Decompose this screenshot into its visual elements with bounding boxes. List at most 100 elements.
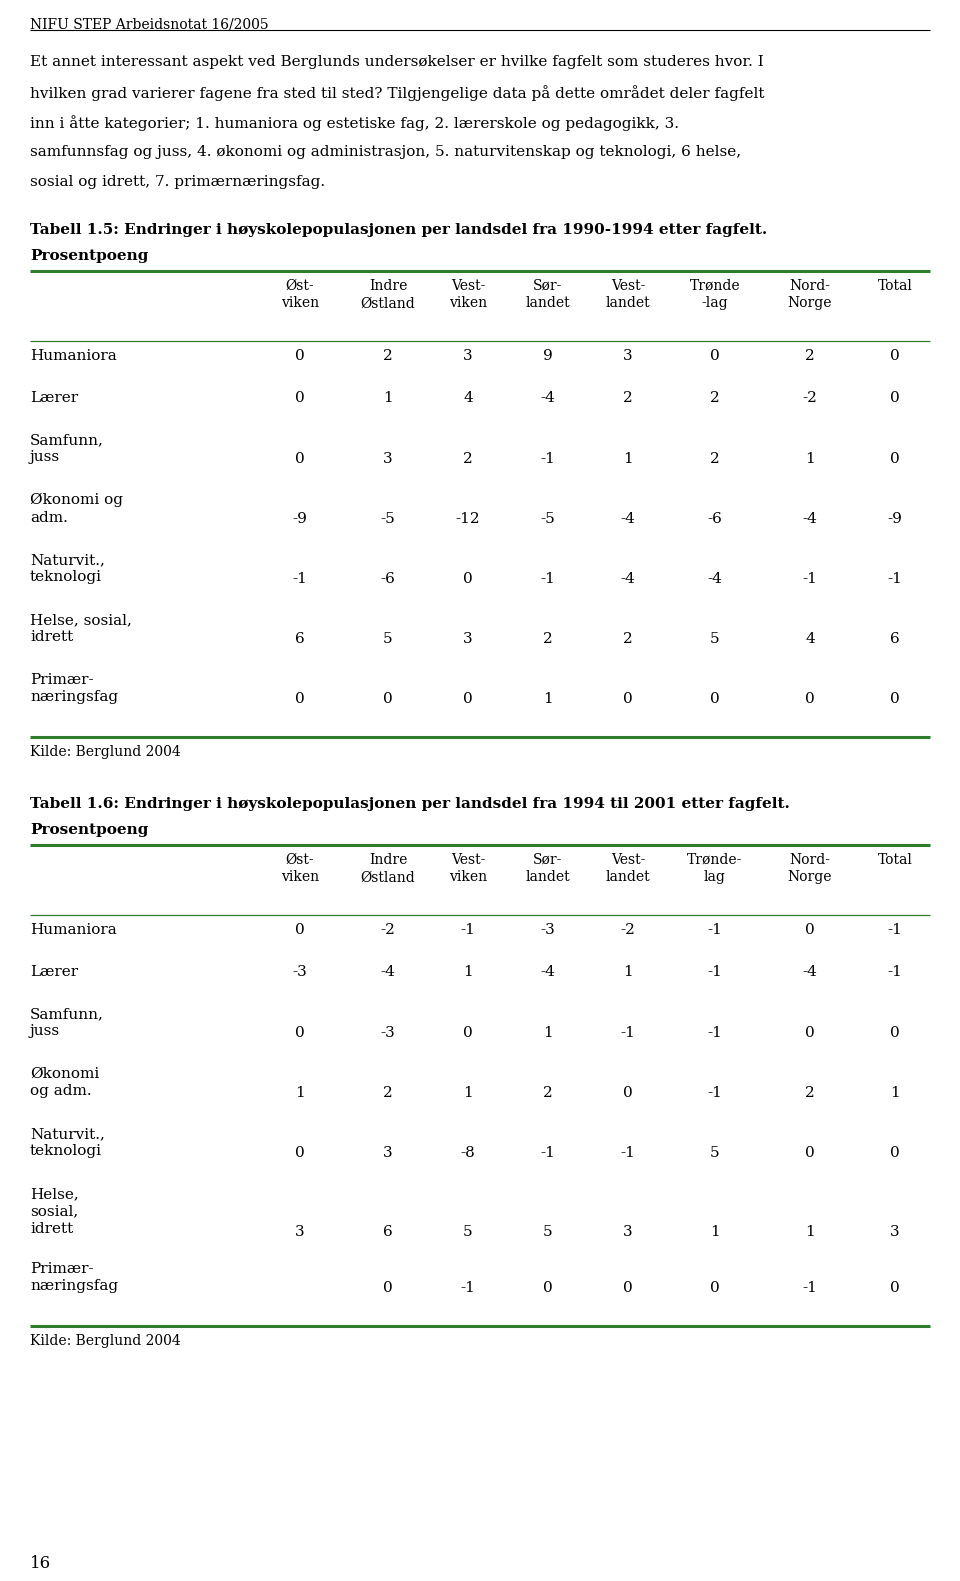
Text: 0: 0 <box>463 1026 473 1040</box>
Text: Vest-
landet: Vest- landet <box>606 854 650 884</box>
Text: Naturvit.,
teknologi: Naturvit., teknologi <box>30 553 105 585</box>
Text: 9: 9 <box>543 349 553 364</box>
Text: Primær-
næringsfag: Primær- næringsfag <box>30 1262 118 1293</box>
Text: -1: -1 <box>888 923 902 938</box>
Text: 0: 0 <box>805 923 815 938</box>
Text: 0: 0 <box>710 692 720 707</box>
Text: 1: 1 <box>623 452 633 466</box>
Text: Samfunn,
juss: Samfunn, juss <box>30 1007 104 1039</box>
Text: 2: 2 <box>383 349 393 364</box>
Text: Økonomi og
adm.: Økonomi og adm. <box>30 493 123 525</box>
Text: -5: -5 <box>380 512 396 526</box>
Text: Humaniora: Humaniora <box>30 349 117 364</box>
Text: -4: -4 <box>708 572 723 587</box>
Text: 0: 0 <box>295 1146 305 1160</box>
Text: 4: 4 <box>805 632 815 647</box>
Text: 2: 2 <box>463 452 473 466</box>
Text: 1: 1 <box>805 1225 815 1240</box>
Text: Nord-
Norge: Nord- Norge <box>788 278 832 310</box>
Text: Helse,
sosial,
idrett: Helse, sosial, idrett <box>30 1187 79 1236</box>
Text: Lærer: Lærer <box>30 964 78 979</box>
Text: -3: -3 <box>293 964 307 979</box>
Text: 6: 6 <box>295 632 305 647</box>
Text: -1: -1 <box>708 1026 723 1040</box>
Text: 0: 0 <box>710 349 720 364</box>
Text: hvilken grad varierer fagene fra sted til sted? Tilgjengelige data på dette områ: hvilken grad varierer fagene fra sted ti… <box>30 85 764 101</box>
Text: 0: 0 <box>805 692 815 707</box>
Text: Vest-
landet: Vest- landet <box>606 278 650 310</box>
Text: 0: 0 <box>890 391 900 405</box>
Text: -1: -1 <box>540 452 556 466</box>
Text: Økonomi
og adm.: Økonomi og adm. <box>30 1067 99 1099</box>
Text: Vest-
viken: Vest- viken <box>449 278 487 310</box>
Text: -1: -1 <box>540 1146 556 1160</box>
Text: -4: -4 <box>540 964 556 979</box>
Text: Trønde
-lag: Trønde -lag <box>689 278 740 310</box>
Text: -1: -1 <box>620 1026 636 1040</box>
Text: Kilde: Berglund 2004: Kilde: Berglund 2004 <box>30 745 180 759</box>
Text: 2: 2 <box>710 391 720 405</box>
Text: -2: -2 <box>380 923 396 938</box>
Text: 0: 0 <box>295 391 305 405</box>
Text: -9: -9 <box>293 512 307 526</box>
Text: 0: 0 <box>383 692 393 707</box>
Text: -4: -4 <box>620 512 636 526</box>
Text: Øst-
viken: Øst- viken <box>281 278 319 310</box>
Text: -1: -1 <box>461 1281 475 1295</box>
Text: -1: -1 <box>888 572 902 587</box>
Text: 1: 1 <box>805 452 815 466</box>
Text: 6: 6 <box>890 632 900 647</box>
Text: Prosentpoeng: Prosentpoeng <box>30 248 149 262</box>
Text: -1: -1 <box>803 1281 817 1295</box>
Text: -12: -12 <box>456 512 480 526</box>
Text: 3: 3 <box>383 1146 393 1160</box>
Text: 3: 3 <box>890 1225 900 1240</box>
Text: 0: 0 <box>623 692 633 707</box>
Text: 1: 1 <box>383 391 393 405</box>
Text: 0: 0 <box>543 1281 553 1295</box>
Text: -1: -1 <box>708 1086 723 1100</box>
Text: 2: 2 <box>623 632 633 647</box>
Text: 3: 3 <box>295 1225 305 1240</box>
Text: 1: 1 <box>463 964 473 979</box>
Text: -3: -3 <box>540 923 556 938</box>
Text: 1: 1 <box>890 1086 900 1100</box>
Text: 0: 0 <box>805 1026 815 1040</box>
Text: -5: -5 <box>540 512 556 526</box>
Text: -2: -2 <box>803 391 817 405</box>
Text: Nord-
Norge: Nord- Norge <box>788 854 832 884</box>
Text: 0: 0 <box>295 923 305 938</box>
Text: 2: 2 <box>543 632 553 647</box>
Text: 2: 2 <box>543 1086 553 1100</box>
Text: 0: 0 <box>890 1281 900 1295</box>
Text: -4: -4 <box>620 572 636 587</box>
Text: 0: 0 <box>890 452 900 466</box>
Text: 0: 0 <box>890 692 900 707</box>
Text: Indre
Østland: Indre Østland <box>361 854 416 884</box>
Text: 0: 0 <box>890 1026 900 1040</box>
Text: -6: -6 <box>380 572 396 587</box>
Text: 0: 0 <box>295 1026 305 1040</box>
Text: 3: 3 <box>383 452 393 466</box>
Text: 2: 2 <box>805 349 815 364</box>
Text: Primær-
næringsfag: Primær- næringsfag <box>30 674 118 704</box>
Text: -1: -1 <box>293 572 307 587</box>
Text: Samfunn,
juss: Samfunn, juss <box>30 433 104 465</box>
Text: Et annet interessant aspekt ved Berglunds undersøkelser er hvilke fagfelt som st: Et annet interessant aspekt ved Berglund… <box>30 55 764 70</box>
Text: samfunnsfag og juss, 4. økonomi og administrasjon, 5. naturvitenskap og teknolog: samfunnsfag og juss, 4. økonomi og admin… <box>30 145 741 160</box>
Text: 0: 0 <box>295 349 305 364</box>
Text: -1: -1 <box>620 1146 636 1160</box>
Text: Tabell 1.6: Endringer i høyskolepopulasjonen per landsdel fra 1994 til 2001 ette: Tabell 1.6: Endringer i høyskolepopulasj… <box>30 797 790 811</box>
Text: Kilde: Berglund 2004: Kilde: Berglund 2004 <box>30 1334 180 1349</box>
Text: 1: 1 <box>710 1225 720 1240</box>
Text: Helse, sosial,
idrett: Helse, sosial, idrett <box>30 613 132 645</box>
Text: Humaniora: Humaniora <box>30 923 117 938</box>
Text: 3: 3 <box>623 1225 633 1240</box>
Text: Total: Total <box>877 854 912 866</box>
Text: 5: 5 <box>543 1225 553 1240</box>
Text: Sør-
landet: Sør- landet <box>526 278 570 310</box>
Text: -8: -8 <box>461 1146 475 1160</box>
Text: 0: 0 <box>623 1281 633 1295</box>
Text: 0: 0 <box>295 692 305 707</box>
Text: 1: 1 <box>543 1026 553 1040</box>
